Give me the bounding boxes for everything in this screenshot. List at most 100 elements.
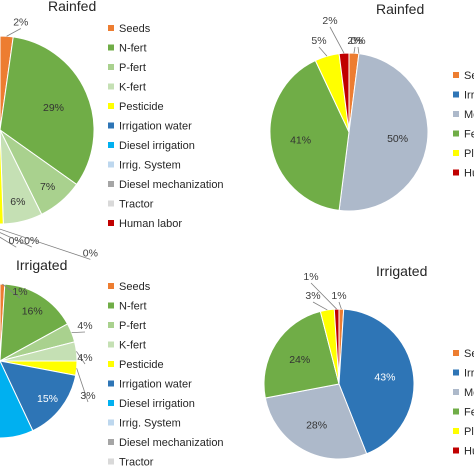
legend-swatch [108, 458, 114, 465]
leader-line [329, 26, 345, 54]
legend-label: K-fert [119, 82, 146, 94]
data-label: 4% [77, 320, 92, 332]
legend-swatch [453, 408, 459, 415]
pie-slices [269, 52, 429, 212]
leader-line [2, 283, 21, 299]
data-label: 3% [305, 290, 320, 302]
legend-label: N-fert [119, 43, 147, 55]
panel-title: Rainfed [48, 0, 96, 14]
legend-swatch [108, 400, 114, 406]
legend-label: P-fert [119, 62, 146, 74]
legend-label: Irrigation water [119, 121, 192, 133]
leader-line [312, 301, 328, 311]
data-label: 3% [80, 390, 95, 402]
pie-slice [333, 308, 340, 385]
legend-label: P-fert [119, 320, 146, 332]
leader-line [310, 282, 337, 310]
legend-label: K-fert [119, 340, 146, 352]
legend-swatch [108, 161, 114, 168]
legend-swatch [108, 283, 114, 289]
legend-label: Irr [464, 90, 474, 102]
legend-swatch [108, 419, 114, 426]
legend-swatch [453, 369, 459, 376]
data-label: 2% [347, 35, 362, 47]
panel-irrigated-grouped: Irrigated 1% 43% 28% 24% 3% 1% See Irr Me Fe Pla Hu [263, 263, 474, 460]
legend-swatch [108, 361, 114, 367]
leader-line [353, 46, 356, 54]
legend-swatch [108, 44, 114, 51]
legend-swatch [108, 380, 114, 387]
legend-label: Diesel irrigation [119, 398, 195, 410]
legend-label: Irrigation water [119, 379, 192, 391]
legend-swatch [108, 341, 114, 348]
legend-label: Hu [464, 168, 474, 180]
pie-slices [0, 283, 78, 439]
legend-label: Irrig. System [119, 160, 181, 172]
legend: Seeds N-fert P-fert K-fert Pesticide Irrigati… [108, 281, 224, 469]
pie-slice [0, 283, 69, 362]
legend-label: Irrig. System [119, 418, 181, 430]
legend-swatch [453, 91, 459, 98]
legend-swatch [108, 122, 114, 129]
legend-swatch [453, 169, 459, 176]
legend-label: Me [464, 387, 474, 399]
leader-line [357, 46, 360, 54]
legend-label: Me [464, 109, 474, 121]
data-label: 41% [290, 135, 311, 147]
pie-slice [338, 53, 429, 212]
panel-rainfed-grouped: Rainfed 2%0%50%41%5%2%SeeIrrMeFePlaHu [269, 1, 474, 212]
panel-rainfed-detail: Rainfed 2%29%7%6%5%0%0%0%SeedsN-fertP-fe… [0, 0, 224, 260]
data-label: 6% [10, 196, 25, 208]
pie-slice [0, 36, 95, 186]
panel-title: Rainfed [376, 1, 424, 17]
legend-label: Seeds [119, 281, 151, 293]
pie-slice [269, 59, 350, 211]
legend-label: Seeds [119, 23, 151, 35]
legend-swatch [108, 103, 114, 109]
legend-label: Irr [464, 368, 474, 380]
pie-slice [338, 308, 415, 455]
legend-label: Pla [464, 148, 474, 160]
legend-swatch [108, 142, 114, 148]
leader-line [6, 28, 22, 37]
leader-line [76, 368, 89, 403]
leader-line [0, 232, 32, 248]
legend-label: Fe [464, 129, 474, 141]
panel-title: Irrigated [376, 263, 427, 279]
data-label: 0% [24, 235, 39, 247]
data-label: 7% [40, 181, 55, 193]
legend-swatch [108, 181, 114, 187]
data-label: 5% [311, 35, 326, 47]
legend-swatch [453, 428, 459, 434]
legend-label: Diesel irrigation [119, 140, 195, 152]
legend-label: Diesel mechanization [119, 437, 224, 449]
legend-swatch [453, 130, 459, 137]
leader-line [0, 236, 17, 248]
data-label: 2% [13, 17, 28, 29]
legend-label: See [464, 348, 474, 360]
panel-irrigated-detail: Irrigated 1%16%4%4%3%15%23%SeedsN-fertP-… [0, 257, 224, 469]
data-label: 2% [322, 15, 337, 27]
pie-slice [0, 360, 34, 439]
leader-line [71, 331, 86, 334]
legend-label: N-fert [119, 301, 147, 313]
legend-swatch [108, 200, 114, 207]
legend: Seeds N-fert P-fert K-fert Pesticide Irrigati… [108, 23, 224, 230]
legend-label: Diesel mechanization [119, 179, 224, 191]
data-label: 16% [22, 305, 43, 317]
legend-swatch [453, 389, 459, 395]
pie-slice [0, 129, 4, 225]
data-label: 43% [374, 372, 395, 384]
data-label: 50% [387, 133, 408, 145]
legend-swatch [108, 439, 114, 445]
legend-swatch [108, 64, 114, 70]
data-label: 0% [83, 247, 98, 259]
legend-label: Tractor [119, 457, 154, 469]
pie-slices [263, 308, 415, 460]
leader-line [76, 351, 86, 365]
panel-title: Irrigated [16, 257, 67, 273]
legend-label: Pla [464, 426, 474, 438]
legend: See Irr Me Fe Pla Hu [453, 348, 474, 458]
legend-swatch [108, 302, 114, 309]
